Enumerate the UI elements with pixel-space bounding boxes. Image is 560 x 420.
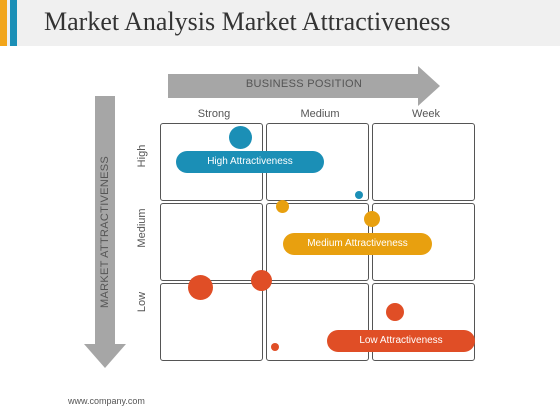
row-label-low: Low [136,291,148,313]
column-label-week: Week [412,108,440,120]
teal-bubble-small [355,191,363,199]
low-attractiveness-label: Low Attractiveness [327,330,475,352]
orange-bubble-left [276,200,289,213]
title-accent-orange [0,0,7,46]
title-accent-teal [10,0,17,46]
grid-cell-medium-strong [160,203,263,281]
y-axis-label: MARKET ATTRACTIVENESS [99,156,111,308]
grid-cell-low-medium [266,283,369,361]
page-title: Market Analysis Market Attractiveness [44,7,451,36]
x-axis-label: BUSINESS POSITION [245,78,363,90]
column-label-strong: Strong [197,108,231,120]
teal-bubble-large [229,126,252,149]
grid-cell-high-week [372,123,475,201]
orange-bubble-right [364,211,380,227]
red-bubble-right [386,303,404,321]
medium-attractiveness-label: Medium Attractiveness [283,233,432,255]
red-bubble-medium [251,270,272,291]
footer-url: www.company.com [68,396,145,406]
business-position-arrow [168,66,440,106]
red-bubble-large [188,275,213,300]
grid-cell-low-strong [160,283,263,361]
row-label-medium: Medium [136,208,148,248]
column-label-medium: Medium [300,108,340,120]
row-label-high: High [136,144,148,168]
red-bubble-small [271,343,279,351]
high-attractiveness-label: High Attractiveness [176,151,324,173]
title-bar: Market Analysis Market Attractiveness [0,0,560,46]
market-attractiveness-arrow [84,96,126,368]
